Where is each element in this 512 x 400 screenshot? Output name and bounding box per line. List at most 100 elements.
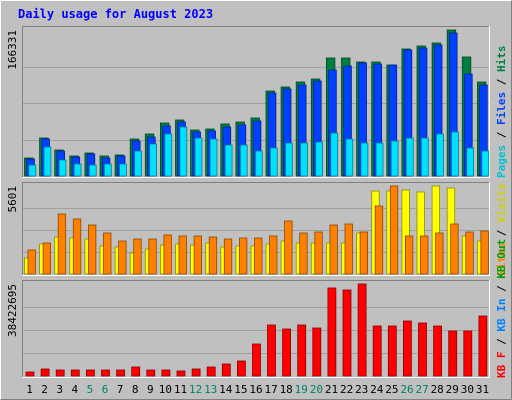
bar-kbytes-day-7 (116, 369, 125, 377)
bar-kbytes-day-11 (176, 370, 186, 377)
legend-entry: Hits (495, 46, 508, 73)
bar-sites-day-22 (344, 223, 353, 275)
y-max-label: 5601 (6, 186, 19, 213)
bar-sites-day-23 (359, 231, 369, 275)
bar-pages-day-23 (360, 142, 369, 177)
chart-title: Daily usage for August 2023 (18, 7, 213, 21)
bar-pages-day-8 (134, 150, 142, 177)
bar-kbytes-day-25 (387, 325, 397, 377)
x-label-day: 16 (249, 383, 262, 396)
bar-pages-day-6 (104, 163, 112, 177)
panel-visits-sites: 5601 (6, 182, 490, 276)
bar-kbytes-day-10 (161, 369, 171, 377)
bar-pages-day-26 (405, 137, 414, 177)
bar-pages-day-25 (390, 140, 399, 177)
bar-sites-day-17 (269, 235, 278, 275)
bar-kbytes-day-20 (312, 327, 322, 377)
bar-pages-day-9 (149, 143, 157, 177)
bar-sites-day-5 (88, 224, 97, 275)
bar-sites-day-15 (238, 237, 248, 275)
bar-sites-day-11 (178, 235, 187, 275)
bar-kbytes-day-9 (146, 369, 156, 377)
bar-sites-day-26 (404, 235, 414, 275)
bar-pages-day-5 (88, 164, 97, 177)
bar-pages-day-10 (164, 133, 173, 177)
x-label-day: 21 (325, 383, 338, 396)
x-label-day: 30 (461, 383, 474, 396)
bar-kbytes-day-27 (418, 322, 427, 377)
bar-kbytes-day-12 (191, 368, 201, 377)
legend-entry: / (495, 125, 508, 145)
legend-entry: / (495, 223, 508, 243)
bar-pages-day-21 (330, 132, 339, 177)
x-label-day: 14 (219, 383, 233, 396)
bar-sites-day-24 (374, 205, 384, 275)
bar-pages-day-15 (239, 144, 248, 177)
panel-kbytes: 38422695 (6, 280, 490, 378)
bar-sites-day-19 (299, 232, 308, 275)
bar-sites-day-13 (208, 236, 218, 275)
chart-panels: 166331 5601 38422695 (6, 26, 490, 378)
x-label-day: 18 (280, 383, 293, 396)
legend-entry: / (495, 279, 508, 299)
bar-sites-day-3 (57, 213, 67, 275)
bar-pages-day-30 (466, 147, 475, 177)
bar-sites-day-12 (193, 235, 203, 275)
bar-kbytes-day-6 (101, 369, 110, 377)
x-label-day: 20 (310, 383, 323, 396)
x-label-day: 15 (234, 383, 247, 396)
bar-pages-day-12 (194, 137, 203, 177)
bar-kbytes-day-21 (327, 287, 337, 377)
x-axis-labels: 1 2 3 4 5 6 7 8 9 10 11 12 13 14 15 16 17 18 19 20 21 22 23 24 2… (26, 383, 489, 396)
bar-kbytes-day-3 (55, 369, 65, 377)
x-label-day: 6 (102, 383, 109, 396)
bar-sites-day-16 (254, 237, 263, 275)
x-label-day: 31 (476, 383, 489, 396)
x-label-day: 11 (174, 383, 187, 396)
bar-sites-day-29 (450, 223, 459, 275)
bar-pages-day-20 (315, 141, 324, 177)
y-max-label: 38422695 (6, 284, 19, 337)
bar-sites-day-1 (27, 249, 36, 275)
y-max-label: 166331 (6, 30, 19, 70)
bar-pages-day-4 (73, 163, 82, 177)
bar-pages-day-1 (28, 164, 37, 177)
bar-kbytes-day-17 (267, 324, 276, 377)
bar-sites-day-27 (420, 235, 429, 275)
bar-sites-day-7 (118, 240, 127, 275)
bar-kbytes-day-23 (357, 283, 367, 377)
bar-pages-day-29 (451, 131, 459, 177)
bar-sites-day-8 (133, 238, 142, 275)
legend-visits-sites: Sites / Visits (495, 183, 508, 276)
x-label-day: 19 (295, 383, 308, 396)
bar-sites-day-25 (389, 185, 399, 275)
bar-sites-day-10 (163, 234, 172, 275)
bar-sites-day-4 (72, 218, 82, 275)
bar-kbytes-day-16 (252, 343, 261, 377)
bars (25, 283, 488, 377)
legend-entry: Visits (495, 183, 508, 223)
bar-pages-day-17 (269, 147, 278, 177)
bar-kbytes-day-29 (448, 330, 458, 377)
legend-entry: KB F (495, 352, 508, 379)
x-label-day: 22 (340, 383, 353, 396)
bar-sites-day-20 (314, 231, 323, 275)
bar-pages-day-2 (43, 146, 52, 177)
x-label-day: 17 (264, 383, 277, 396)
x-label-day: 5 (87, 383, 94, 396)
series-kbytes (25, 283, 488, 377)
bar-kbytes-day-13 (206, 366, 216, 377)
bar-pages-day-28 (436, 133, 444, 177)
x-label-day: 4 (71, 383, 78, 396)
bar-sites-day-31 (480, 230, 489, 275)
bar-pages-day-13 (209, 138, 218, 177)
panel-hits-files-pages: 166331 (6, 26, 490, 178)
x-label-day: 27 (415, 383, 428, 396)
legend-entry: Files (495, 92, 508, 125)
bar-kbytes-day-22 (342, 289, 352, 377)
bar-pages-day-24 (375, 142, 384, 177)
bar-kbytes-day-2 (40, 368, 50, 377)
x-label-day: 13 (204, 383, 217, 396)
